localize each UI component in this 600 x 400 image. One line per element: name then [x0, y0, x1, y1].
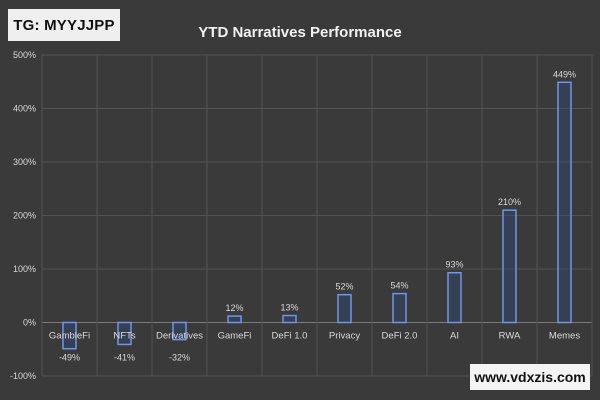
y-tick-label: 100% [13, 264, 36, 274]
bar [172, 321, 187, 341]
data-label: 93% [445, 260, 463, 270]
x-category-label: DeFi 2.0 [382, 331, 418, 342]
bar [227, 315, 242, 324]
data-label: 13% [280, 303, 298, 313]
bar [337, 293, 352, 324]
y-tick-label: 300% [13, 157, 36, 167]
watermark: www.vdxzis.com [470, 364, 590, 390]
data-label: -41% [114, 353, 135, 363]
bar [502, 209, 517, 324]
x-category-label: NFTs [113, 331, 135, 342]
bar [282, 314, 297, 324]
chart-title: YTD Narratives Performance [198, 24, 402, 41]
y-tick-label: 0% [23, 318, 36, 328]
x-category-label: Privacy [329, 331, 360, 342]
data-label: 52% [335, 282, 353, 292]
x-category-label: Memes [549, 331, 580, 342]
x-category-label: GameFi [218, 331, 252, 342]
bar [392, 292, 407, 324]
data-label: 54% [390, 281, 408, 291]
y-tick-label: 400% [13, 104, 36, 114]
telegram-badge: TG: MYYJJPP [8, 9, 120, 41]
bar [117, 321, 132, 346]
y-tick-label: 500% [13, 50, 36, 60]
x-category-label: Derivatives [156, 331, 203, 342]
bar [62, 321, 77, 350]
y-tick-label: -100% [10, 371, 36, 381]
y-tick-label: 200% [13, 211, 36, 221]
bar [557, 81, 572, 324]
x-category-label: GambleFi [49, 331, 90, 342]
x-category-label: DeFi 1.0 [272, 331, 308, 342]
data-label: 449% [553, 69, 576, 79]
data-label: 12% [225, 303, 243, 313]
data-label: -49% [59, 353, 80, 363]
data-label: -32% [169, 353, 190, 363]
bar [447, 271, 462, 324]
x-category-label: RWA [499, 331, 521, 342]
data-label: 210% [498, 197, 521, 207]
x-category-label: AI [450, 331, 459, 342]
